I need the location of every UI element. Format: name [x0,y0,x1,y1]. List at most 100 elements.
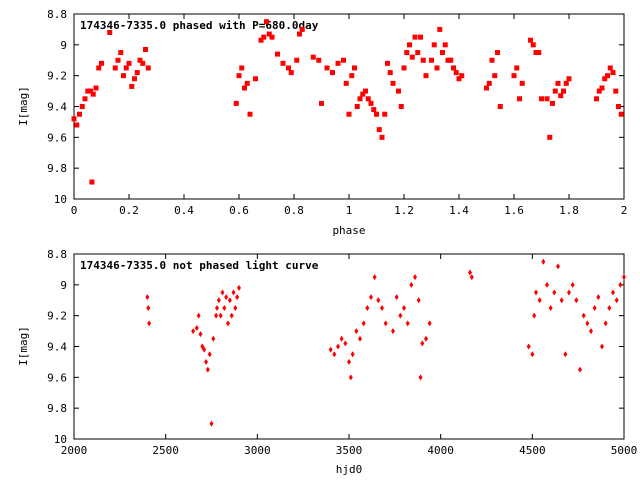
data-point [227,297,232,304]
data-point [347,358,351,365]
data-point [539,96,544,102]
data-point [134,70,140,76]
data-point [74,122,80,128]
x-tick-label: 0.6 [229,204,249,217]
data-point [324,65,330,71]
data-point [361,320,366,327]
data-point [343,80,349,86]
data-point [563,80,569,86]
data-point [453,70,459,76]
data-point [391,328,395,335]
data-point [310,54,316,60]
data-point [143,46,148,52]
data-point [336,343,340,350]
data-point [218,312,223,319]
y-tick-label: 9.8 [47,402,67,415]
data-point [618,111,624,117]
data-point [409,54,415,60]
data-point [385,60,390,66]
data-point [456,76,462,82]
data-point [530,351,535,358]
x-axis-label: hjd0 [336,463,363,476]
data-point [492,73,498,79]
chart-title: 174346-7335.0 phased with P=680.0day [80,19,319,32]
data-point [567,289,571,296]
data-point [352,65,357,71]
data-point [558,93,564,99]
data-point [204,358,208,365]
data-point [224,294,229,301]
data-point [552,88,558,94]
data-point [547,134,553,140]
data-point [383,320,388,327]
data-point [253,76,258,82]
data-point [423,73,429,79]
data-point [294,57,300,63]
data-point [616,104,621,109]
data-point [581,312,586,319]
data-point [519,80,525,86]
data-point [247,111,253,117]
data-point [93,85,99,91]
data-point [233,100,239,106]
data-point [376,297,381,304]
data-point [445,57,451,63]
data-point [484,85,489,91]
data-point [613,88,619,94]
data-point [354,328,359,335]
data-point [299,26,305,32]
x-tick-label: 2500 [152,444,179,457]
data-point [319,100,324,106]
data-point [380,304,384,311]
x-tick-label: 1.8 [559,204,579,217]
data-point [288,70,294,76]
data-point [413,274,417,281]
y-tick-label: 10 [54,193,67,206]
data-point [526,343,531,350]
y-tick-label: 9 [60,279,67,292]
data-point [596,88,602,94]
data-point [220,289,225,296]
data-point [495,50,500,56]
data-point [431,42,437,48]
data-point [330,70,335,76]
data-point [121,73,126,79]
data-point [123,65,129,71]
data-point [85,88,91,94]
x-tick-label: 4500 [519,444,546,457]
x-tick-label: 0 [71,204,78,217]
data-point [365,304,370,311]
data-point [592,304,597,311]
x-tick-label: 1.6 [504,204,524,217]
data-point [202,346,207,353]
x-tick-label: 1.2 [394,204,414,217]
data-point [196,312,201,319]
data-point [269,34,275,40]
data-point [112,65,118,71]
data-point [618,281,623,288]
data-point [437,26,443,32]
data-point [126,60,132,66]
data-point [469,274,474,281]
data-point [71,116,77,122]
data-point [511,73,517,79]
data-point [354,104,360,109]
data-point [404,50,410,56]
data-point [236,73,242,79]
data-point [556,263,560,270]
y-tick-label: 9.6 [47,371,67,384]
data-point [420,57,426,63]
y-tick-label: 9.6 [47,131,67,144]
data-point [594,96,599,102]
data-point [486,80,492,86]
data-point [387,70,393,76]
data-point [603,320,608,327]
y-tick-label: 10 [54,433,67,446]
data-point [215,304,219,311]
data-point [563,351,568,358]
data-point [402,304,406,311]
data-point [614,297,619,304]
data-point [239,65,245,71]
data-point [605,73,610,79]
